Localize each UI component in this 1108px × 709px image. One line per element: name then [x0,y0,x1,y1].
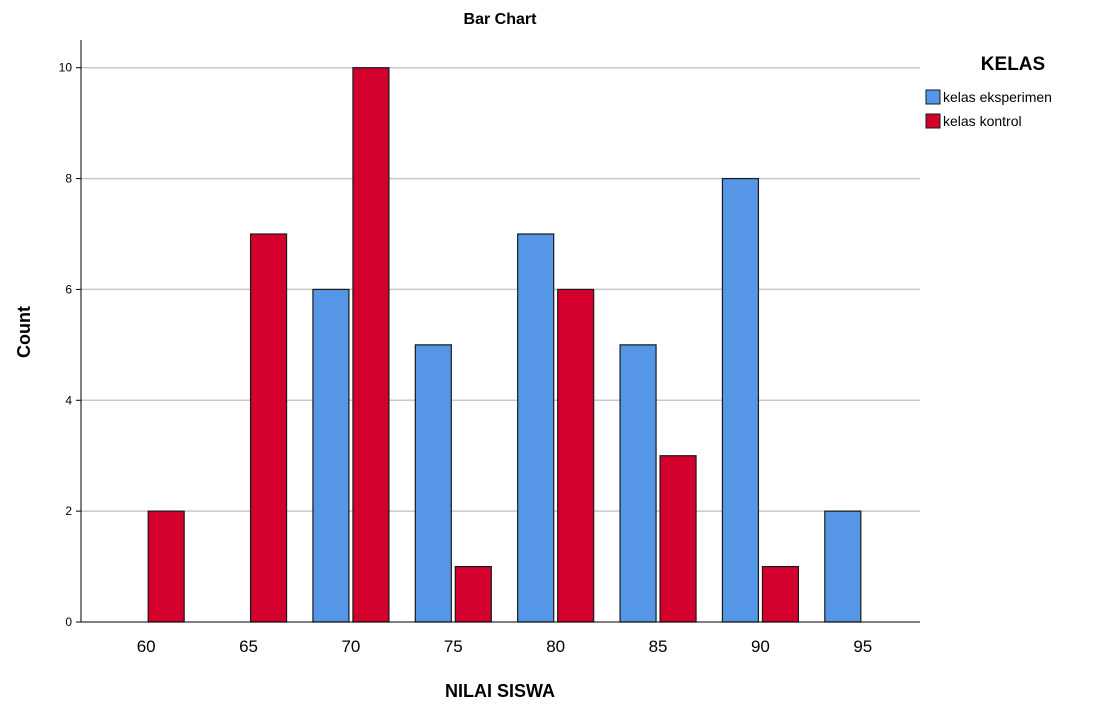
x-tick-label: 80 [546,637,565,656]
y-tick-label: 6 [65,282,72,296]
x-tick-label: 65 [239,637,258,656]
chart-title: Bar Chart [464,11,538,28]
x-tick-label: 90 [751,637,770,656]
bar-eksperimen-75 [414,344,452,623]
axes: 0 2 4 6 8 10 60 65 70 75 80 85 90 95 [59,40,920,656]
bar-eksperimen-95 [824,510,862,623]
y-axis-label: Count [14,306,34,358]
bars [147,67,862,623]
y-tick-label: 0 [65,615,72,629]
bar-eksperimen-80 [517,233,555,623]
legend-swatch [925,113,941,129]
y-tick-label: 2 [65,504,72,518]
bar-kontrol-75 [454,565,492,623]
x-tick-label: 75 [444,637,463,656]
bar-kontrol-85 [659,455,697,623]
gridlines [81,66,920,512]
bar-eksperimen-70 [312,288,350,623]
legend-swatch [925,89,941,105]
x-tick-label: 60 [137,637,156,656]
x-tick-label: 85 [649,637,668,656]
y-tick-label: 10 [59,61,73,75]
legend-label: kelas kontrol [943,113,1022,129]
legend-title: KELAS [981,54,1045,75]
bar-kontrol-65 [249,233,288,623]
x-tick-label: 70 [341,637,360,656]
x-tick-label: 95 [853,637,872,656]
bar-eksperimen-85 [619,344,657,623]
legend-label: kelas eksperimen [943,89,1052,105]
bar-eksperimen-90 [721,177,760,623]
legend-items: kelas eksperimen kelas kontrol [925,89,1052,129]
bar-kontrol-70 [352,67,390,623]
y-tick-label: 8 [65,172,72,186]
bar-kontrol-60 [147,510,185,623]
x-axis-label: NILAI SISWA [445,681,555,701]
bar-kontrol-90 [761,565,800,623]
bar-kontrol-80 [557,288,595,623]
y-tick-label: 4 [65,393,72,407]
legend: KELAS kelas eksperimen kelas kontrol [925,54,1052,129]
